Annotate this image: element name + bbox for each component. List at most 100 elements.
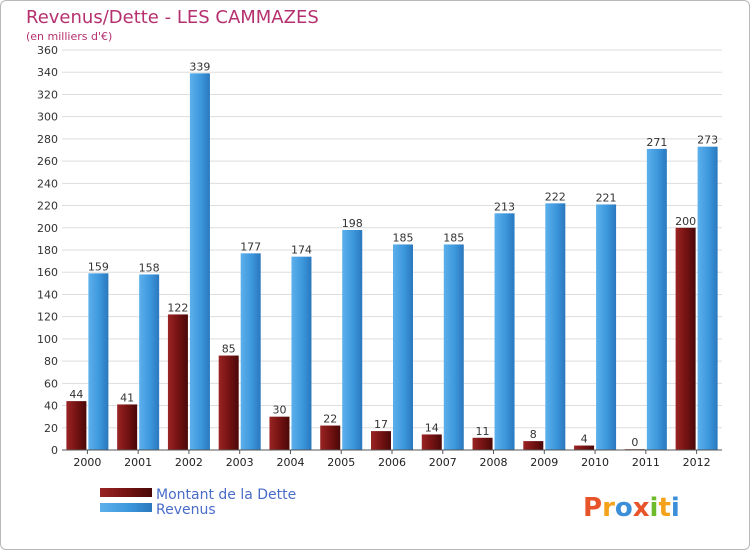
data-label: 271 [646, 136, 667, 149]
data-label: 4 [581, 433, 588, 446]
data-label: 14 [425, 421, 439, 434]
bar-revenus [393, 244, 413, 450]
logo-letter: r [602, 493, 615, 523]
y-tick-label: 40 [44, 400, 58, 413]
bar-debt [117, 404, 138, 450]
data-label: 158 [139, 261, 160, 274]
y-axis-ticks: 0 20 40 60 80 100 120 140 160 180 200 220 240 260 280 3… [37, 44, 58, 457]
y-tick-label: 300 [37, 111, 58, 124]
logo-letter: t [658, 493, 670, 523]
y-tick-label: 340 [37, 66, 58, 79]
data-label: 198 [342, 217, 363, 230]
data-label: 11 [476, 425, 490, 438]
chart-title: Revenus/Dette - LES CAMMAZES [26, 7, 319, 28]
bar-debt [66, 401, 87, 450]
data-label: 339 [189, 60, 210, 73]
logo-letter: o [615, 493, 633, 523]
bar-debt [218, 355, 239, 450]
x-tick-label: 2012 [683, 456, 711, 469]
bar-revenus [545, 203, 566, 450]
y-tick-label: 360 [37, 44, 58, 57]
data-label: 8 [530, 428, 537, 441]
bar-debt [320, 425, 341, 450]
data-label: 17 [374, 418, 388, 431]
y-tick-label: 280 [37, 133, 58, 146]
data-label: 177 [240, 240, 261, 253]
y-tick-label: 60 [44, 377, 58, 390]
y-tick-label: 320 [37, 88, 58, 101]
data-label: 200 [675, 215, 696, 228]
bar-revenus [291, 256, 312, 450]
x-tick-label: 2002 [175, 456, 203, 469]
data-label: 22 [323, 413, 337, 426]
bar-debt [472, 437, 493, 450]
data-labels: 44 159 41 158 122 339 85 177 30 174 22 198 17 185 14 18… [69, 60, 718, 449]
data-label: 0 [631, 436, 638, 449]
bar-revenus [596, 204, 617, 450]
y-tick-label: 220 [37, 200, 58, 213]
y-tick-label: 200 [37, 222, 58, 235]
x-tick-label: 2004 [276, 456, 304, 469]
data-label: 185 [443, 231, 464, 244]
bar-revenus [646, 148, 667, 450]
bar-debt [269, 416, 290, 450]
legend-label-debt: Montant de la Dette [156, 487, 296, 503]
bar-debt [675, 227, 696, 450]
y-tick-label: 180 [37, 244, 58, 257]
x-tick-label: 2005 [327, 456, 355, 469]
data-label: 30 [272, 404, 286, 417]
bar-revenus [494, 213, 515, 450]
bar-debt [574, 445, 595, 450]
x-axis-ticks: 2000 2001 2002 2003 2004 2005 2006 2007 2008 2009… [73, 450, 711, 469]
bar-debt [371, 431, 391, 450]
bar-debt [167, 314, 188, 450]
x-tick-label: 2010 [581, 456, 609, 469]
bar-debt [523, 441, 544, 450]
bars [66, 73, 718, 450]
bar-revenus [697, 146, 718, 450]
y-tick-label: 0 [51, 444, 58, 457]
x-tick-label: 2009 [530, 456, 558, 469]
x-tick-label: 2000 [73, 456, 101, 469]
y-tick-label: 160 [37, 266, 58, 279]
bar-debt [421, 434, 442, 450]
data-label: 44 [69, 388, 83, 401]
bar-revenus [189, 73, 210, 450]
x-tick-label: 2011 [632, 456, 660, 469]
y-tick-label: 80 [44, 355, 58, 368]
data-label: 122 [167, 301, 188, 314]
legend-swatch-debt [100, 488, 152, 497]
legend-swatch-revenus [100, 503, 152, 512]
data-label: 174 [291, 244, 312, 257]
y-tick-label: 120 [37, 311, 58, 324]
x-tick-label: 2008 [480, 456, 508, 469]
legend-label-revenus: Revenus [156, 502, 216, 518]
data-label: 273 [697, 134, 718, 147]
bar-revenus [139, 274, 160, 450]
bar-revenus [342, 230, 363, 450]
logo-letter: i [650, 493, 659, 523]
proxiti-logo: Proxiti [583, 493, 680, 523]
logo-letter: i [671, 493, 680, 523]
y-tick-label: 240 [37, 177, 58, 190]
data-label: 41 [120, 391, 134, 404]
data-label: 159 [88, 260, 109, 273]
y-tick-label: 260 [37, 155, 58, 168]
x-tick-label: 2006 [378, 456, 406, 469]
bar-revenus [240, 253, 261, 450]
bar-revenus [88, 273, 109, 450]
data-label: 213 [494, 200, 515, 213]
data-label: 221 [596, 191, 617, 204]
data-label: 85 [222, 343, 236, 356]
x-tick-label: 2001 [124, 456, 152, 469]
chart-subtitle: (en milliers d'€) [26, 30, 112, 43]
logo-letter: x [633, 493, 650, 523]
grid [62, 49, 722, 451]
data-label: 222 [545, 190, 566, 203]
y-tick-label: 140 [37, 288, 58, 301]
y-tick-label: 20 [44, 422, 58, 435]
data-label: 185 [393, 231, 414, 244]
x-tick-label: 2003 [226, 456, 254, 469]
